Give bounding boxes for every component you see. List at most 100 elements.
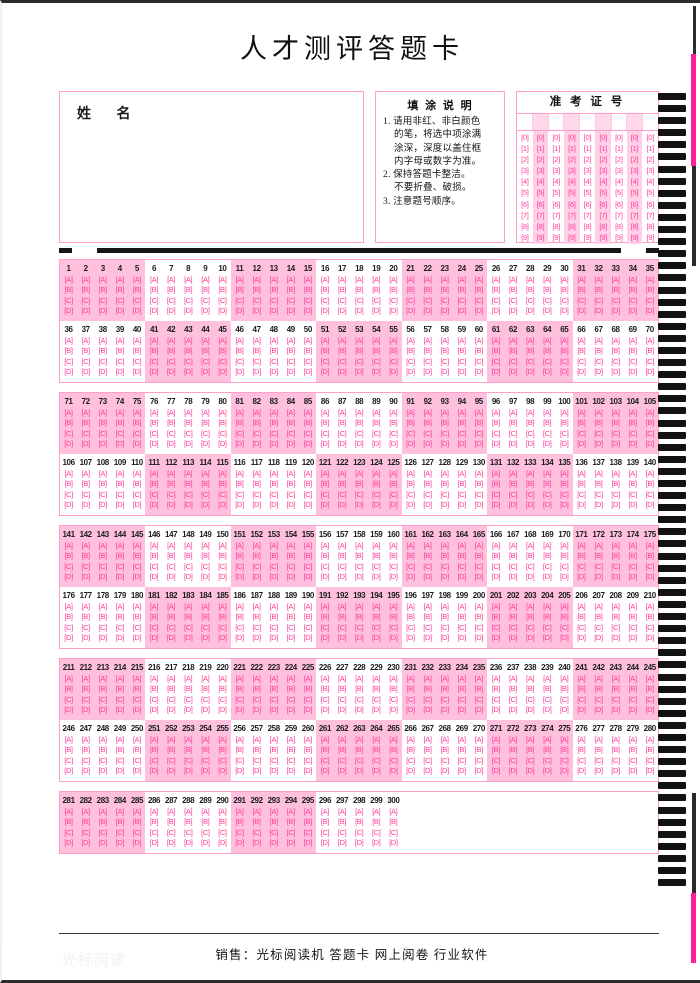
answer-bubble-b[interactable]: [B]: [628, 418, 637, 428]
answer-bubble-c[interactable]: [C]: [201, 622, 210, 632]
answer-bubble-d[interactable]: [D]: [560, 367, 569, 377]
answer-bubble-b[interactable]: [B]: [98, 479, 107, 489]
answer-bubble-d[interactable]: [D]: [337, 705, 347, 715]
question-column[interactable]: 114 [A] [B] [C] [D]: [197, 454, 214, 515]
answer-bubble-b[interactable]: [B]: [457, 479, 466, 489]
exam-number-bubble[interactable]: [2]: [521, 155, 529, 165]
question-column[interactable]: 110 [A] [B] [C] [D]: [128, 454, 145, 515]
exam-number-bubble[interactable]: [3]: [615, 166, 623, 176]
answer-bubble-c[interactable]: [C]: [628, 755, 637, 765]
answer-bubble-d[interactable]: [D]: [201, 633, 210, 643]
question-column[interactable]: 226 [A] [B] [C] [D]: [316, 659, 333, 720]
answer-bubble-d[interactable]: [D]: [132, 633, 142, 643]
answer-bubble-c[interactable]: [C]: [183, 356, 193, 366]
answer-bubble-c[interactable]: [C]: [252, 694, 261, 704]
question-column[interactable]: 262 [A] [B] [C] [D]: [334, 720, 351, 781]
answer-bubble-b[interactable]: [B]: [474, 418, 483, 428]
answer-bubble-c[interactable]: [C]: [525, 694, 535, 704]
answer-bubble-a[interactable]: [A]: [218, 336, 227, 345]
answer-bubble-c[interactable]: [C]: [389, 428, 398, 438]
answer-bubble-b[interactable]: [B]: [577, 745, 586, 755]
question-column[interactable]: 213 [A] [B] [C] [D]: [94, 659, 111, 720]
answer-bubble-c[interactable]: [C]: [645, 356, 654, 366]
question-column[interactable]: 18 [A] [B] [C] [D]: [351, 260, 368, 321]
question-column[interactable]: 225 [A] [B] [C] [D]: [299, 659, 316, 720]
answer-bubble-c[interactable]: [C]: [371, 561, 381, 571]
answer-bubble-c[interactable]: [C]: [64, 622, 73, 632]
question-column[interactable]: 59 [A] [B] [C] [D]: [453, 321, 470, 382]
answer-bubble-a[interactable]: [A]: [508, 735, 518, 744]
answer-bubble-d[interactable]: [D]: [286, 306, 296, 316]
question-group[interactable]: 116 [A] [B] [C] [D] 117 [A] [B] [C] [D] 118 [A] [B][…: [231, 454, 316, 515]
question-column[interactable]: 78 [A] [B] [C] [D]: [180, 393, 197, 454]
answer-bubble-b[interactable]: [B]: [149, 418, 159, 428]
exam-number-bubble[interactable]: [2]: [615, 155, 623, 165]
question-column[interactable]: 109 [A] [B] [C] [D]: [111, 454, 128, 515]
question-column[interactable]: 265 [A] [B] [C] [D]: [385, 720, 402, 781]
answer-bubble-d[interactable]: [D]: [406, 766, 415, 776]
answer-bubble-b[interactable]: [B]: [320, 346, 329, 356]
answer-bubble-d[interactable]: [D]: [337, 766, 347, 776]
answer-bubble-d[interactable]: [D]: [491, 500, 501, 510]
answer-bubble-a[interactable]: [A]: [235, 408, 244, 417]
question-group[interactable]: 186 [A] [B] [C] [D] 187 [A] [B] [C] [D] 188 [A] [B][…: [231, 587, 316, 648]
question-column[interactable]: 1 [A] [B] [C] [D]: [60, 260, 77, 321]
answer-bubble-a[interactable]: [A]: [64, 735, 73, 744]
answer-bubble-c[interactable]: [C]: [64, 755, 73, 765]
answer-bubble-b[interactable]: [B]: [474, 684, 483, 694]
answer-bubble-c[interactable]: [C]: [218, 755, 227, 765]
answer-bubble-a[interactable]: [A]: [628, 275, 637, 284]
answer-bubble-c[interactable]: [C]: [115, 561, 125, 571]
question-column[interactable]: 103 [A] [B] [C] [D]: [607, 393, 624, 454]
answer-bubble-d[interactable]: [D]: [269, 838, 278, 848]
question-column[interactable]: 123 [A] [B] [C] [D]: [351, 454, 368, 515]
answer-bubble-a[interactable]: [A]: [167, 674, 176, 683]
answer-bubble-a[interactable]: [A]: [560, 408, 569, 417]
answer-bubble-a[interactable]: [A]: [149, 541, 159, 550]
answer-bubble-a[interactable]: [A]: [440, 275, 449, 284]
answer-bubble-d[interactable]: [D]: [389, 705, 398, 715]
question-column[interactable]: 217 [A] [B] [C] [D]: [163, 659, 180, 720]
exam-number-bubble[interactable]: [9]: [568, 232, 576, 242]
answer-bubble-b[interactable]: [B]: [269, 285, 278, 295]
question-column[interactable]: 42 [A] [B] [C] [D]: [163, 321, 180, 382]
exam-number-column[interactable]: [0] [1] [2] [3] [4] [5] [6] [7] [8] [9]: [611, 131, 627, 244]
answer-bubble-a[interactable]: [A]: [491, 541, 500, 550]
answer-bubble-a[interactable]: [A]: [235, 541, 244, 550]
answer-bubble-d[interactable]: [D]: [389, 500, 398, 510]
answer-bubble-a[interactable]: [A]: [303, 541, 312, 550]
question-group[interactable]: 11 [A] [B] [C] [D] 12 [A] [B] [C] [D] 13 [A] [B] [C][…: [230, 260, 317, 321]
answer-bubble-c[interactable]: [C]: [81, 428, 90, 438]
answer-bubble-c[interactable]: [C]: [252, 827, 261, 837]
exam-number-bubble[interactable]: [9]: [583, 232, 592, 242]
question-column[interactable]: 171 [A] [B] [C] [D]: [573, 526, 590, 587]
answer-bubble-a[interactable]: [A]: [440, 336, 449, 345]
answer-bubble-a[interactable]: [A]: [474, 735, 483, 744]
answer-bubble-a[interactable]: [A]: [355, 674, 364, 683]
answer-bubble-a[interactable]: [A]: [440, 541, 449, 550]
answer-bubble-c[interactable]: [C]: [320, 428, 330, 438]
question-group[interactable]: 241 [A] [B] [C] [D] 242 [A] [B] [C] [D] 243 [A] [B][…: [572, 659, 658, 720]
answer-bubble-b[interactable]: [B]: [167, 612, 176, 622]
question-column[interactable]: 186 [A] [B] [C] [D]: [231, 587, 248, 648]
question-column[interactable]: 297 [A] [B] [C] [D]: [334, 792, 351, 853]
exam-number-bubble[interactable]: [4]: [630, 177, 639, 187]
answer-bubble-a[interactable]: [A]: [338, 408, 347, 417]
answer-bubble-d[interactable]: [D]: [611, 306, 620, 316]
exam-number-bubble[interactable]: [4]: [568, 177, 576, 187]
question-column[interactable]: 108 [A] [B] [C] [D]: [94, 454, 111, 515]
question-group[interactable]: 111 [A] [B] [C] [D] 112 [A] [B] [C] [D] 113 [A] [B][…: [145, 454, 231, 515]
answer-bubble-c[interactable]: [C]: [560, 561, 569, 571]
answer-bubble-c[interactable]: [C]: [81, 755, 90, 765]
exam-number-bubble[interactable]: [4]: [536, 177, 545, 187]
answer-bubble-b[interactable]: [B]: [320, 684, 329, 694]
answer-bubble-a[interactable]: [A]: [645, 469, 654, 478]
answer-bubble-d[interactable]: [D]: [423, 439, 432, 449]
answer-bubble-c[interactable]: [C]: [508, 489, 518, 499]
answer-bubble-d[interactable]: [D]: [542, 633, 552, 643]
answer-bubble-d[interactable]: [D]: [423, 306, 432, 316]
answer-bubble-d[interactable]: [D]: [354, 633, 364, 643]
answer-row[interactable]: 71 [A] [B] [C] [D] 72 [A] [B] [C] [D] 73 [A] [B] [C][…: [60, 393, 658, 454]
answer-bubble-c[interactable]: [C]: [611, 561, 620, 571]
answer-bubble-b[interactable]: [B]: [338, 418, 347, 428]
